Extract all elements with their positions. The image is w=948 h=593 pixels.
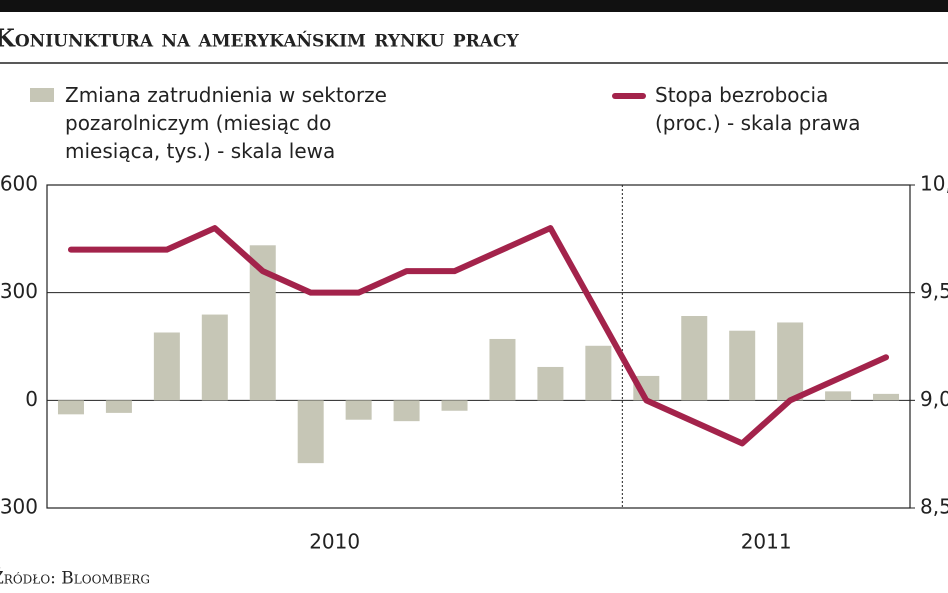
y2-tick-label: 8,5 [920,495,948,519]
bar [777,322,804,401]
y2-tick-label: 9,5 [920,279,948,303]
y-tick-label: 300 [0,279,38,303]
year-label: 2011 [741,530,792,554]
bar [105,400,132,413]
bar [201,314,228,401]
chart-title: Koniunktura na amerykańskim rynku pracy [0,24,519,53]
bar [585,345,612,401]
bar [489,338,516,401]
bar [153,332,180,401]
bar [729,330,756,401]
bar [297,400,324,464]
bar [825,391,852,401]
year-label: 2010 [309,530,360,554]
bar [345,400,372,420]
bar [441,400,468,411]
legend-label: Stopa bezrobocia (proc.) - skala prawa [655,83,861,135]
legend-label: Zmiana zatrudnienia w sektorze pozarolni… [65,83,387,163]
bar [681,315,708,401]
y2-tick-label: 9,0 [920,387,948,411]
bar [57,400,84,415]
y-tick-label: 600 [0,172,38,196]
bar [873,393,900,401]
y2-tick-label: 10,0 [920,172,948,196]
top-bar [0,0,948,12]
source: Źródło: Bloomberg [0,568,150,589]
legend-swatch [30,88,54,102]
bar [537,366,564,401]
y-tick-label: -300 [0,495,38,519]
line [67,225,890,447]
y-tick-label: 0 [25,387,38,411]
bar [393,400,420,422]
